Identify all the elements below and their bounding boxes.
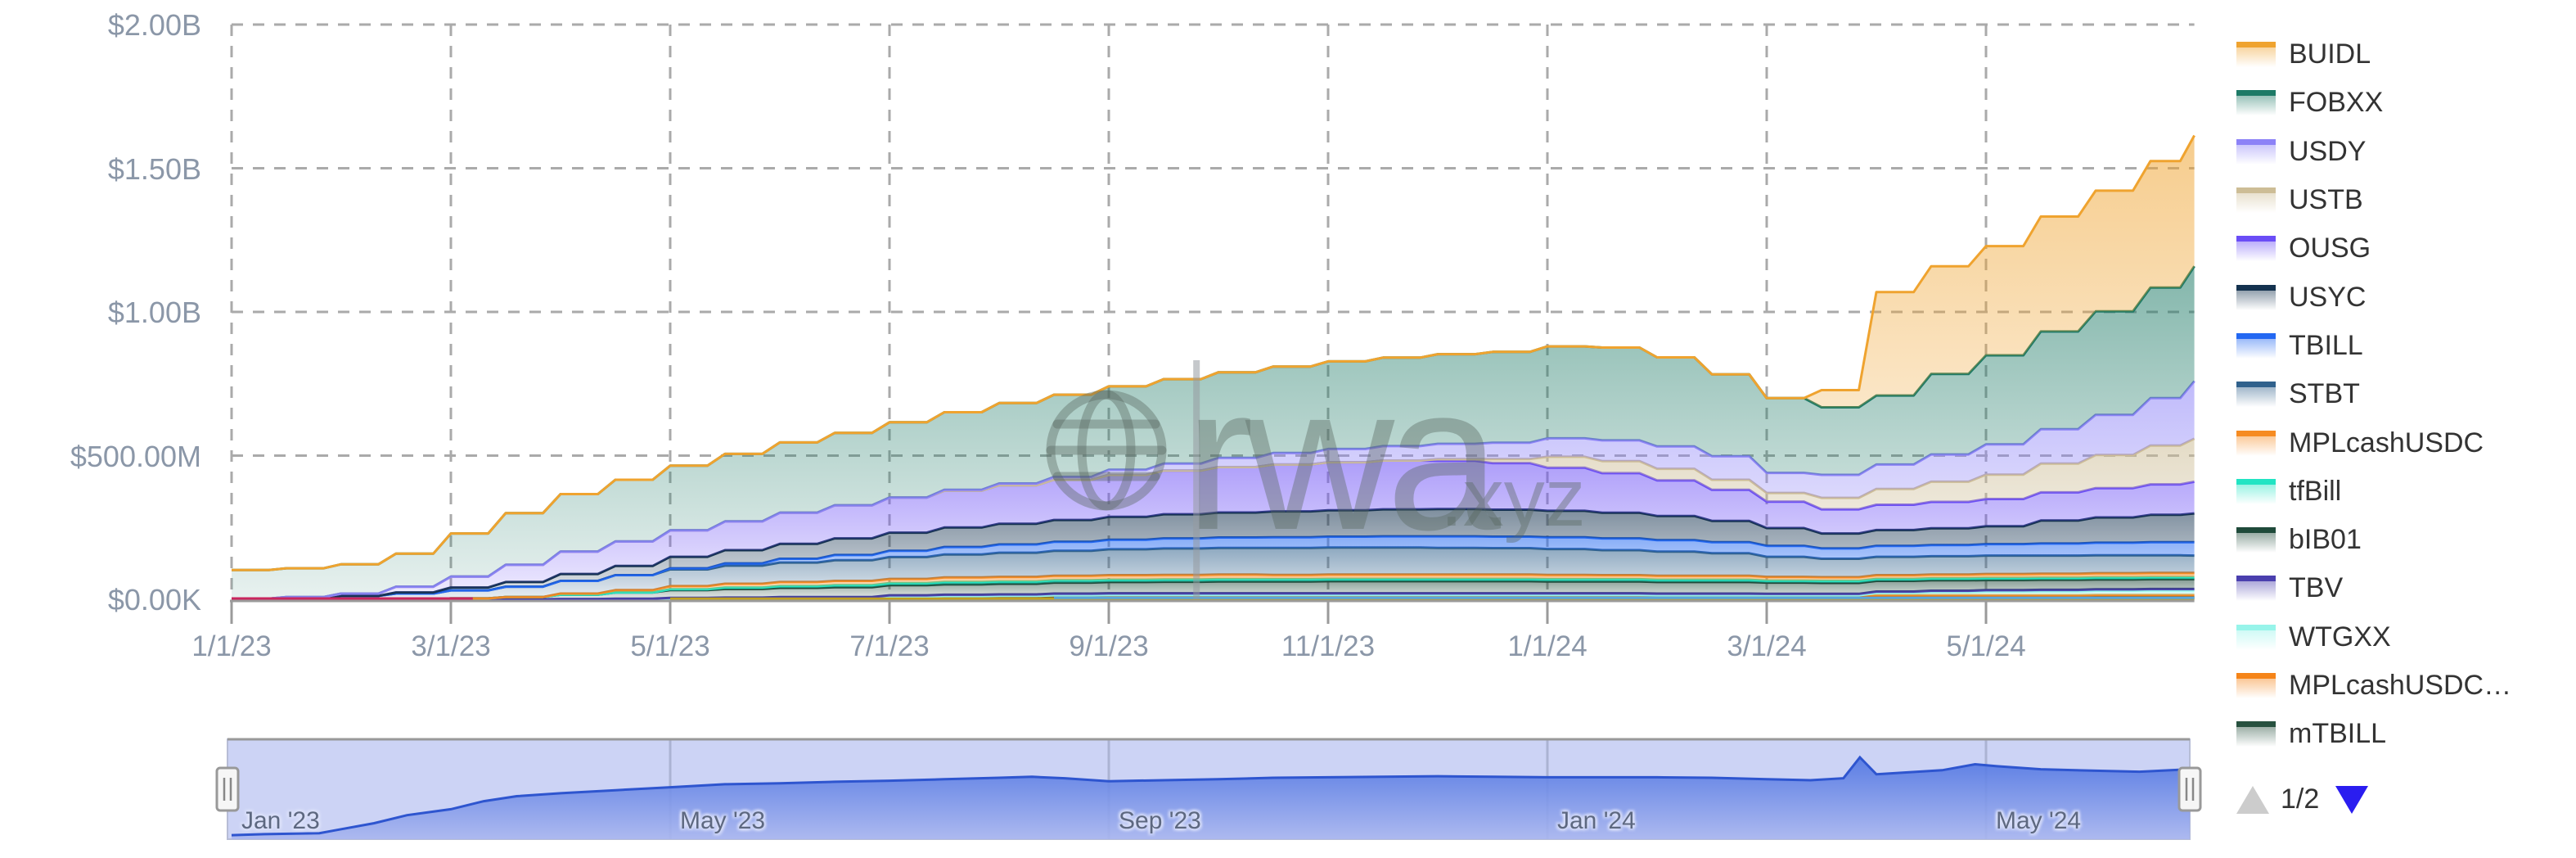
x-tick-label: 5/1/24 (1946, 630, 2026, 662)
x-tick-label: 5/1/23 (630, 630, 710, 662)
legend-item-stbt[interactable]: STBT (2236, 370, 2511, 418)
legend-item-label: FOBXX (2289, 87, 2384, 119)
x-tick-label: 3/1/23 (411, 630, 491, 662)
legend-item-usdy[interactable]: USDY (2236, 128, 2511, 176)
legend-item-bib01[interactable]: bIB01 (2236, 516, 2511, 564)
legend-swatch (2236, 624, 2276, 650)
legend-item-label: TBV (2289, 572, 2344, 604)
series-area-USTB[interactable] (232, 438, 2195, 599)
legend-item-buidl[interactable]: BUIDL (2236, 30, 2511, 79)
series-area-bIB01[interactable] (232, 579, 2195, 599)
series-area-STBT[interactable] (232, 547, 2195, 599)
navigator-tick-label: Jan '23 (241, 807, 320, 834)
x-tick-label: 11/1/23 (1281, 630, 1376, 662)
legend-item-mplcashusdc-2[interactable]: MPLcashUSDC… (2236, 662, 2511, 710)
legend: BUIDL FOBXX USDY USTB OUSG USYC TBILL ST… (2236, 30, 2511, 758)
handle-grip[interactable] (215, 766, 240, 812)
legend-item-label: USTB (2289, 184, 2363, 216)
legend-item-label: tfBill (2289, 475, 2342, 507)
y-tick-label: $1.50B (107, 151, 201, 186)
series-area-tfBill[interactable] (232, 577, 2195, 599)
x-tick-label: 3/1/24 (1727, 630, 1807, 662)
navigator-right-handle[interactable] (2177, 766, 2202, 812)
x-tick-label: 1/1/24 (1507, 630, 1587, 662)
legend-item-usyc[interactable]: USYC (2236, 273, 2511, 321)
navigator-tick-label: May '23 (680, 807, 766, 834)
legend-swatch (2236, 284, 2276, 310)
legend-swatch (2236, 236, 2276, 262)
legend-swatch (2236, 42, 2276, 68)
legend-item-fobxx[interactable]: FOBXX (2236, 79, 2511, 127)
legend-item-tbill[interactable]: TBILL (2236, 322, 2511, 370)
legend-item-ousg[interactable]: OUSG (2236, 224, 2511, 273)
legend-swatch (2236, 332, 2276, 359)
legend-swatch (2236, 527, 2276, 553)
legend-item-wtgxx[interactable]: WTGXX (2236, 613, 2511, 662)
legend-pagination: 1/2 (2236, 783, 2369, 815)
y-tick-label: $2.00B (107, 8, 201, 42)
legend-item-label: STBT (2289, 378, 2360, 410)
series-bands (232, 134, 2195, 601)
legend-item-label: OUSG (2289, 233, 2371, 264)
legend-item-mtbill[interactable]: mTBILL (2236, 710, 2511, 758)
navigator-series-line (231, 755, 2191, 837)
legend-item-tfbill[interactable]: tfBill (2236, 467, 2511, 516)
series-area-TBILL[interactable] (232, 536, 2195, 599)
legend-swatch (2236, 673, 2276, 698)
legend-item-label: USDY (2289, 135, 2367, 167)
legend-swatch (2236, 138, 2276, 165)
legend-item-label: WTGXX (2289, 621, 2391, 653)
legend-swatch (2236, 90, 2276, 116)
legend-swatch (2236, 576, 2276, 602)
navigator[interactable] (215, 738, 2202, 840)
y-tick-label: $1.00B (107, 296, 201, 329)
series-area-OUSG[interactable] (232, 460, 2195, 599)
legend-item-label: TBILL (2289, 329, 2363, 361)
legend-item-tbv[interactable]: TBV (2236, 564, 2511, 612)
navigator-tick-label: May '24 (1996, 807, 2082, 834)
legend-swatch (2236, 478, 2276, 504)
legend-item-label: BUIDL (2289, 38, 2371, 70)
x-tick-label: 1/1/23 (191, 630, 272, 662)
series-area-USDY[interactable] (232, 381, 2195, 599)
legend-item-label: bIB01 (2289, 524, 2362, 556)
legend-swatch (2236, 187, 2276, 214)
x-tick-label: 9/1/23 (1069, 630, 1149, 662)
legend-item-mplcashusdc[interactable]: MPLcashUSDC (2236, 418, 2511, 467)
navigator-left-handle[interactable] (215, 766, 240, 812)
series-area-MPLcashUSDC[interactable] (232, 572, 2195, 599)
legend-page-indicator: 1/2 (2281, 783, 2320, 815)
x-tick-label: 7/1/23 (849, 630, 930, 662)
legend-item-label: MPLcashUSDC (2289, 427, 2484, 458)
series-line-BUIDL[interactable] (232, 134, 2195, 571)
legend-swatch (2236, 721, 2276, 747)
legend-swatch (2236, 382, 2276, 408)
legend-item-ustb[interactable]: USTB (2236, 176, 2511, 224)
legend-next-page-button[interactable] (2335, 785, 2369, 814)
legend-swatch (2236, 430, 2276, 456)
legend-item-label: mTBILL (2289, 718, 2387, 750)
legend-item-label: MPLcashUSDC… (2289, 670, 2512, 701)
navigator-tick-label: Sep '23 (1119, 807, 1201, 834)
legend-prev-page-button[interactable] (2236, 785, 2269, 814)
handle-grip[interactable] (2177, 766, 2202, 812)
series-area-FOBXX[interactable] (232, 266, 2195, 599)
y-tick-label: $500.00M (70, 439, 201, 473)
navigator-tick-label: Jan '24 (1557, 807, 1636, 834)
series-area-USYC[interactable] (232, 508, 2195, 599)
y-tick-label: $0.00K (107, 583, 201, 616)
legend-item-label: USYC (2289, 281, 2367, 313)
